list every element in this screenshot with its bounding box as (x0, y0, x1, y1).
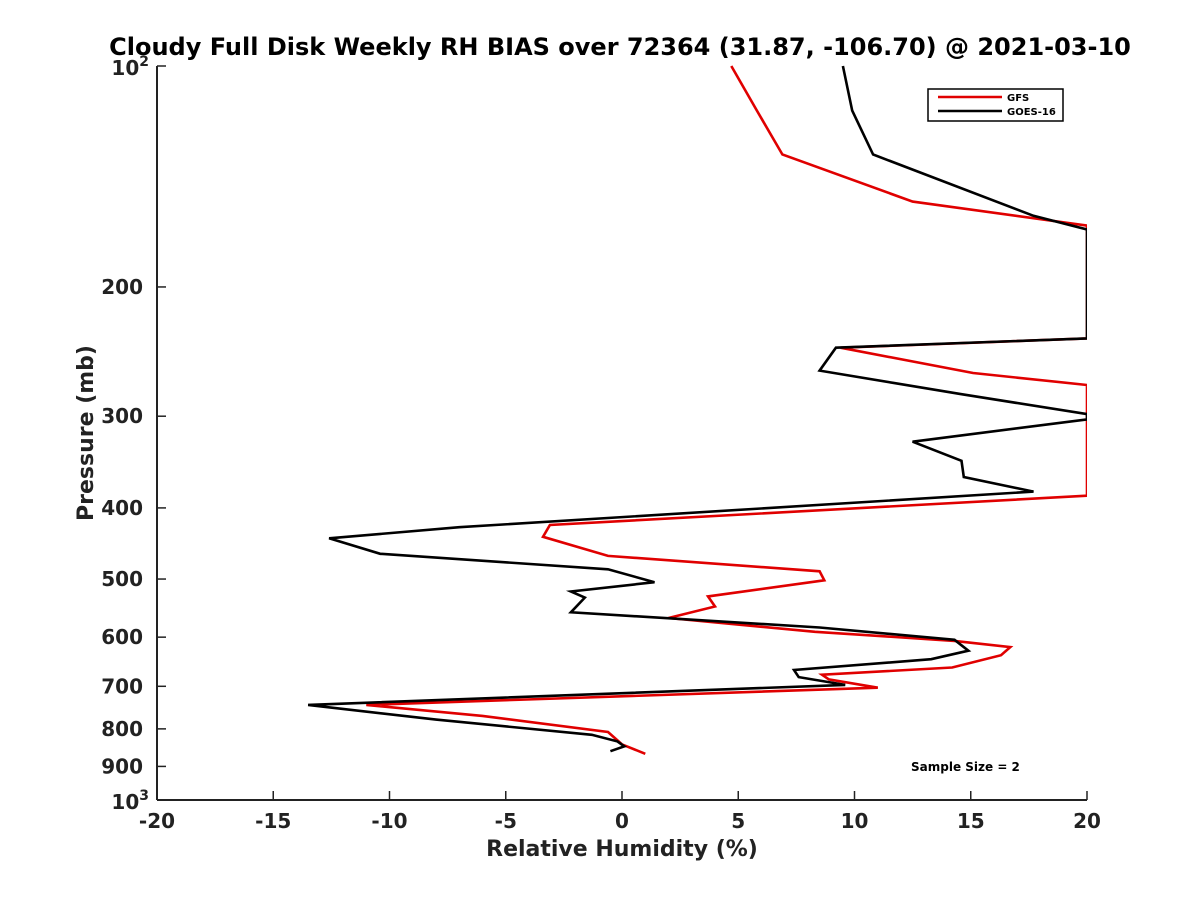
y-tick-label: 600 (101, 625, 143, 649)
x-tick-label: -20 (139, 809, 175, 833)
x-tick-label: 20 (1073, 809, 1101, 833)
y-tick-label: 300 (101, 404, 143, 428)
x-tick-label: 10 (841, 809, 869, 833)
x-tick-label: 15 (957, 809, 985, 833)
sample-size-annotation: Sample Size = 2 (911, 760, 1020, 774)
y-tick-label: 900 (101, 754, 143, 778)
x-tick-label: 0 (615, 809, 629, 833)
y-axis-label: Pressure (mb) (74, 345, 99, 521)
legend-label-goes16: GOES-16 (1007, 107, 1056, 118)
series-line-goes16 (307, 65, 1087, 753)
x-tick-label: -15 (255, 809, 291, 833)
legend-box (927, 88, 1064, 122)
y-tick-label: 400 (101, 496, 143, 520)
plot-series (307, 65, 1087, 756)
x-axis-label: Relative Humidity (%) (486, 837, 758, 862)
x-ticks: -20 -15 -10 -5 0 5 10 15 20 (139, 791, 1101, 833)
y-tick-label: 102 (111, 54, 149, 80)
y-tick-label: 200 (101, 275, 143, 299)
y-ticks: 102 200 300 400 500 600 700 800 900 103 (101, 54, 166, 814)
x-tick-label: 5 (731, 809, 745, 833)
y-tick-label: 800 (101, 717, 143, 741)
x-tick-label: -5 (495, 809, 517, 833)
y-tick-label: 500 (101, 567, 143, 591)
chart-title: Cloudy Full Disk Weekly RH BIAS over 723… (109, 33, 1131, 61)
series-line-gfs (366, 65, 1087, 756)
y-tick-label: 103 (111, 788, 149, 814)
legend-label-gfs: GFS (1007, 93, 1029, 104)
y-tick-label: 700 (101, 674, 143, 698)
x-tick-label: -10 (371, 809, 407, 833)
legend: GFS GOES-16 (927, 88, 1064, 122)
